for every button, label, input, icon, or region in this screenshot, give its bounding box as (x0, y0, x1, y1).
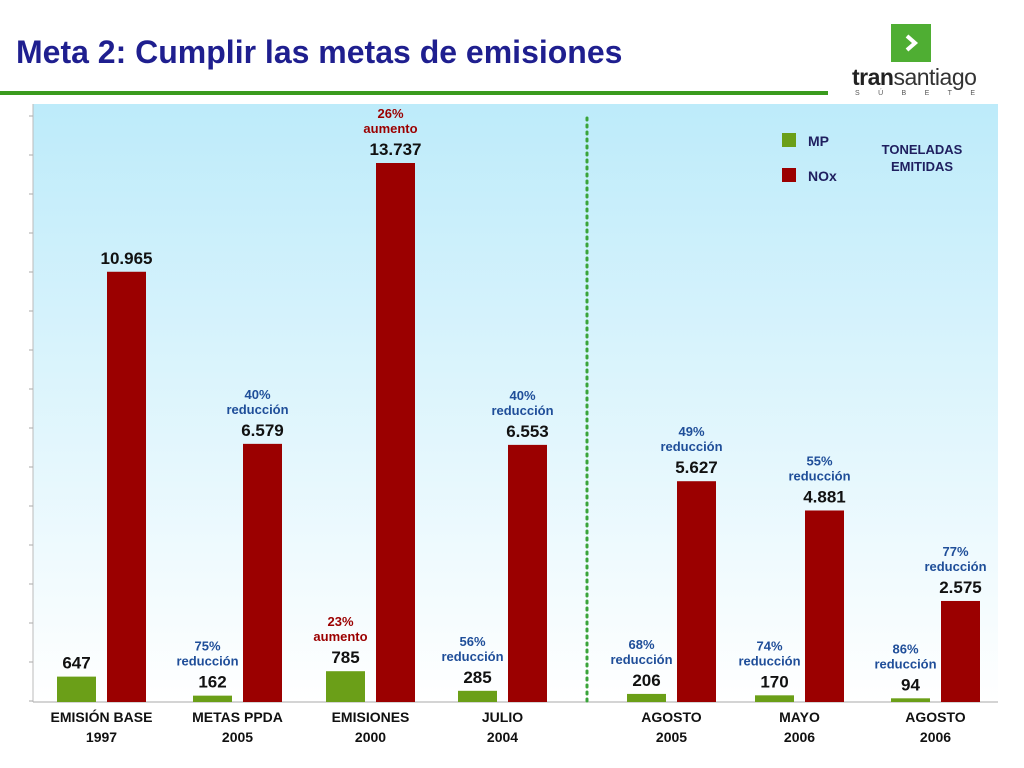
data-label-nox: 6.579 (241, 421, 284, 440)
change-percent-nox: 55% (806, 453, 832, 468)
logo-tagline-letter: Ú (878, 90, 884, 97)
change-label-nox: reducción (788, 468, 850, 483)
change-percent-nox: 40% (244, 387, 270, 402)
logo-tagline-letter: E (970, 90, 975, 97)
category-label: JULIO (482, 709, 523, 725)
change-percent-nox: 49% (678, 424, 704, 439)
category-group: 20668%reducción5.62749%reducciónAGOSTO20… (610, 424, 722, 745)
emissions-bar-chart: MP NOx TONELADAS EMITIDAS 647 10.965 EMISI… (29, 104, 998, 745)
change-label-nox: reducción (660, 439, 722, 454)
data-label-mp: 170 (760, 672, 788, 691)
logo-brand-bold: tran (852, 64, 894, 90)
legend-swatch-mp (782, 133, 796, 147)
legend-label-nox: NOx (808, 168, 837, 184)
change-percent-nox: 77% (942, 544, 968, 559)
data-label-mp: 162 (198, 673, 226, 692)
change-percent-mp: 75% (194, 639, 220, 654)
bar-mp (193, 695, 232, 702)
change-percent-nox: 26% (377, 106, 403, 121)
data-label-nox: 13.737 (370, 140, 422, 159)
units-note-line-1: TONELADAS (882, 142, 963, 157)
transantiago-logo-text: transantiago (852, 64, 977, 91)
change-percent-mp: 86% (892, 641, 918, 656)
title-underline (0, 91, 828, 95)
change-label-nox: reducción (491, 403, 553, 418)
bar-mp (627, 693, 666, 702)
data-label-nox: 2.575 (939, 578, 982, 597)
change-label-mp: aumento (313, 629, 367, 644)
category-label: EMISIÓN BASE (51, 708, 153, 725)
category-label: MAYO (779, 709, 820, 725)
logo-tagline-letter: T (947, 90, 952, 97)
change-label-nox: aumento (363, 121, 417, 136)
bar-mp (458, 690, 497, 702)
category-label: EMISIONES (332, 709, 410, 725)
bar-nox (677, 481, 716, 702)
bar-mp (755, 695, 794, 702)
change-percent-mp: 56% (459, 634, 485, 649)
data-label-mp: 785 (331, 648, 359, 667)
change-label-mp: reducción (738, 653, 800, 668)
data-label-nox: 6.553 (506, 422, 549, 441)
logo-tagline: S Ú B E T E (855, 90, 975, 97)
change-label-mp: reducción (441, 649, 503, 664)
category-label: AGOSTO (641, 709, 702, 725)
units-note-line-2: EMITIDAS (891, 159, 953, 174)
category-year: 2005 (222, 729, 253, 745)
change-percent-mp: 68% (628, 637, 654, 652)
change-label-mp: reducción (610, 652, 672, 667)
category-label: METAS PPDA (192, 709, 283, 725)
bar-nox (107, 271, 146, 702)
change-percent-mp: 23% (327, 614, 353, 629)
change-label-mp: reducción (176, 654, 238, 669)
chevron-right-icon (905, 34, 919, 52)
category-group: 647 10.965 EMISIÓN BASE 1997 (51, 249, 153, 745)
legend-label-mp: MP (808, 133, 829, 149)
bar-nox (508, 444, 547, 702)
change-percent-nox: 40% (509, 388, 535, 403)
category-year: 2000 (355, 729, 386, 745)
transantiago-logo-mark (891, 24, 931, 62)
data-label-mp: 285 (463, 668, 491, 687)
bar-mp (891, 698, 930, 702)
bar-mp (326, 671, 365, 702)
logo-brand-rest: santiago (893, 64, 977, 90)
category-year: 1997 (86, 729, 117, 745)
bar-nox (941, 600, 980, 702)
category-year: 2005 (656, 729, 687, 745)
category-year: 2004 (487, 729, 518, 745)
data-label-nox: 10.965 (101, 249, 153, 268)
data-label-nox: 5.627 (675, 458, 718, 477)
change-percent-mp: 74% (756, 638, 782, 653)
page-title: Meta 2: Cumplir las metas de emisiones (16, 34, 623, 70)
category-year: 2006 (784, 729, 815, 745)
change-label-nox: reducción (924, 559, 986, 574)
category-group: 28556%reducción6.55340%reducciónJULIO200… (441, 388, 553, 745)
bar-nox (805, 510, 844, 702)
legend: MP NOx (782, 133, 837, 184)
data-label-mp: 206 (632, 671, 660, 690)
logo-tagline-letter: E (924, 90, 930, 97)
category-year: 2006 (920, 729, 951, 745)
category-label: AGOSTO (905, 709, 966, 725)
change-label-nox: reducción (226, 402, 288, 417)
logo-tagline-letter: B (901, 90, 907, 97)
category-group: 78523%aumento13.73726%aumentoEMISIONES20… (313, 106, 421, 745)
data-label-mp: 94 (901, 675, 920, 694)
data-label-nox: 4.881 (803, 487, 846, 506)
category-group: 9486%reducción2.57577%reducciónAGOSTO200… (874, 544, 986, 745)
change-label-mp: reducción (874, 656, 936, 671)
bar-mp (57, 676, 96, 702)
bar-nox (376, 163, 415, 702)
logo-tagline-letter: S (855, 90, 860, 97)
bar-nox (243, 443, 282, 702)
legend-swatch-nox (782, 168, 796, 182)
data-label-mp: 647 (62, 654, 90, 673)
y-axis-ticks (29, 115, 33, 702)
